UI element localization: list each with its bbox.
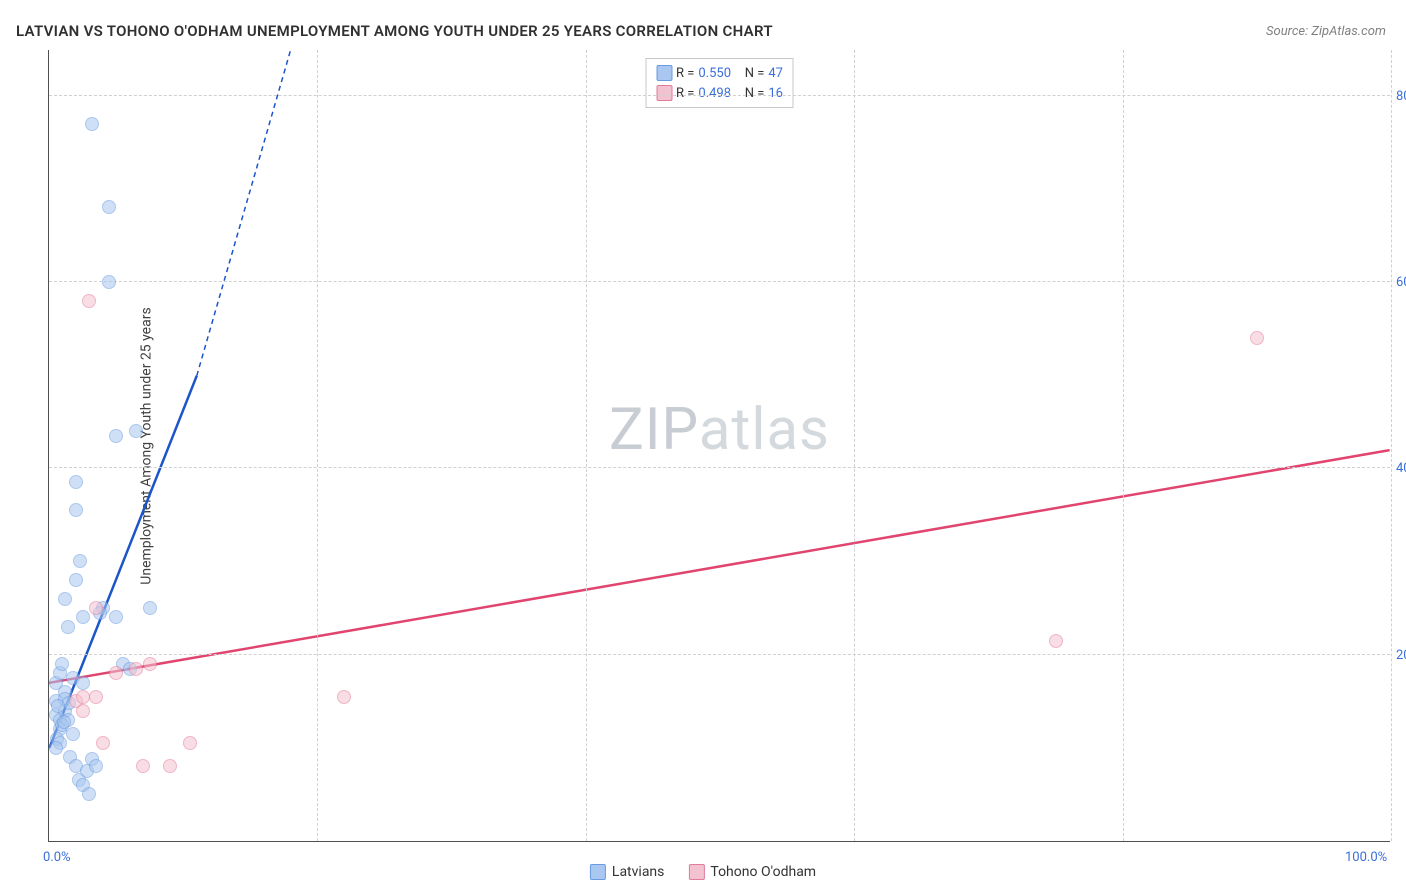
legend-row: R = 0.550 N = 47 (656, 63, 783, 83)
data-point (102, 275, 116, 289)
data-point (61, 620, 75, 634)
data-point (69, 573, 83, 587)
data-point (85, 117, 99, 131)
y-tick-label: 80.0% (1396, 89, 1406, 104)
gridline-v (1123, 50, 1124, 841)
data-point (49, 741, 63, 755)
data-point (51, 699, 65, 713)
data-point (69, 475, 83, 489)
data-point (82, 294, 96, 308)
legend-swatch (656, 65, 672, 81)
data-point (1049, 634, 1063, 648)
gridline-v (317, 50, 318, 841)
x-tick-label: 0.0% (43, 850, 71, 865)
data-point (82, 787, 96, 801)
legend-item: Latvians (590, 864, 665, 880)
gridline-h (49, 654, 1390, 655)
data-point (76, 676, 90, 690)
gridline-h (49, 95, 1390, 96)
series-legend: Latvians Tohono O'odham (590, 864, 816, 880)
correlation-legend: R = 0.550 N = 47 R = 0.498 N = 16 (645, 58, 794, 108)
data-point (109, 610, 123, 624)
gridline-v (1391, 50, 1392, 841)
gridline-h (49, 467, 1390, 468)
legend-label: Latvians (612, 864, 665, 880)
gridline-h (49, 281, 1390, 282)
data-point (143, 601, 157, 615)
data-point (136, 759, 150, 773)
data-point (89, 759, 103, 773)
data-point (1250, 331, 1264, 345)
legend-swatch (688, 864, 704, 880)
data-point (163, 759, 177, 773)
y-tick-label: 40.0% (1396, 461, 1406, 476)
data-point (109, 666, 123, 680)
data-point (55, 657, 69, 671)
chart-title: LATVIAN VS TOHONO O'ODHAM UNEMPLOYMENT A… (16, 22, 773, 40)
gridline-v (854, 50, 855, 841)
data-point (337, 690, 351, 704)
data-point (183, 736, 197, 750)
data-point (69, 503, 83, 517)
data-point (76, 610, 90, 624)
y-tick-label: 20.0% (1396, 648, 1406, 663)
gridline-v (586, 50, 587, 841)
data-point (109, 429, 123, 443)
data-point (89, 690, 103, 704)
data-point (57, 715, 71, 729)
data-point (89, 601, 103, 615)
legend-item: Tohono O'odham (688, 864, 816, 880)
legend-swatch (590, 864, 606, 880)
data-point (143, 657, 157, 671)
y-tick-label: 60.0% (1396, 275, 1406, 290)
data-point (73, 554, 87, 568)
data-point (58, 592, 72, 606)
source-attribution: Source: ZipAtlas.com (1266, 24, 1386, 39)
legend-label: Tohono O'odham (710, 864, 816, 880)
chart-plot-area: ZIPatlas R = 0.550 N = 47 R = 0.498 N = … (48, 50, 1390, 842)
trend-lines-layer (49, 50, 1390, 841)
legend-swatch (656, 85, 672, 101)
data-point (129, 424, 143, 438)
data-point (66, 727, 80, 741)
data-point (102, 200, 116, 214)
data-point (96, 736, 110, 750)
x-tick-label: 100.0% (1345, 850, 1387, 865)
data-point (129, 662, 143, 676)
legend-row: R = 0.498 N = 16 (656, 83, 783, 103)
data-point (76, 690, 90, 704)
data-point (76, 704, 90, 718)
